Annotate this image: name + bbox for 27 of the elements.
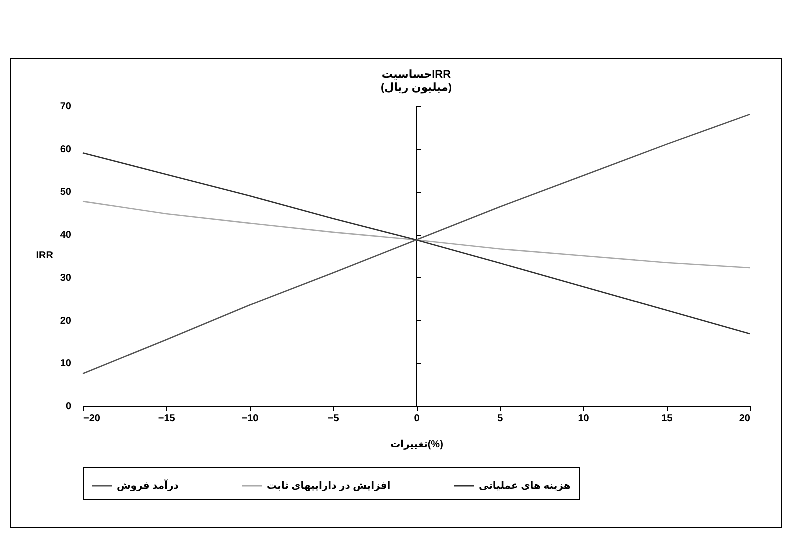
x-tick-label: −20	[84, 414, 101, 424]
x-tick-label: −5	[328, 414, 340, 424]
y-tick-label: 50	[60, 187, 72, 198]
line-series	[82, 152, 751, 335]
line-series	[82, 114, 751, 375]
y-tick-label: 20	[60, 316, 72, 327]
legend-label: درآمد فروش	[117, 479, 179, 492]
chart-title: حساسیتIRR	[382, 69, 452, 81]
y-tick-label: 60	[60, 144, 72, 156]
legend-label: افزایش در داراییهای ثابت	[267, 481, 391, 492]
x-tick-label: 20	[739, 414, 751, 424]
y-tick-label: 70	[60, 102, 72, 112]
chart-subtitle: (میلیون ریال)	[380, 82, 452, 94]
y-tick-label: 0	[66, 402, 72, 412]
line-series	[82, 200, 751, 269]
x-tick-label: 5	[498, 414, 504, 424]
x-tick-label: 0	[414, 414, 420, 424]
x-tick-label: 10	[578, 414, 590, 424]
legend-label: هزینه های عملیاتی	[479, 481, 571, 492]
x-tick-label: −15	[158, 414, 176, 424]
y-tick-label: 30	[60, 272, 72, 284]
y-axis-title: IRR	[36, 250, 54, 262]
x-axis-title: تغییرات(%)	[390, 440, 444, 450]
x-tick-label: −10	[242, 414, 260, 424]
y-tick-label: 40	[60, 230, 72, 242]
x-tick-label: 15	[662, 414, 674, 424]
y-tick-label: 10	[60, 358, 72, 370]
